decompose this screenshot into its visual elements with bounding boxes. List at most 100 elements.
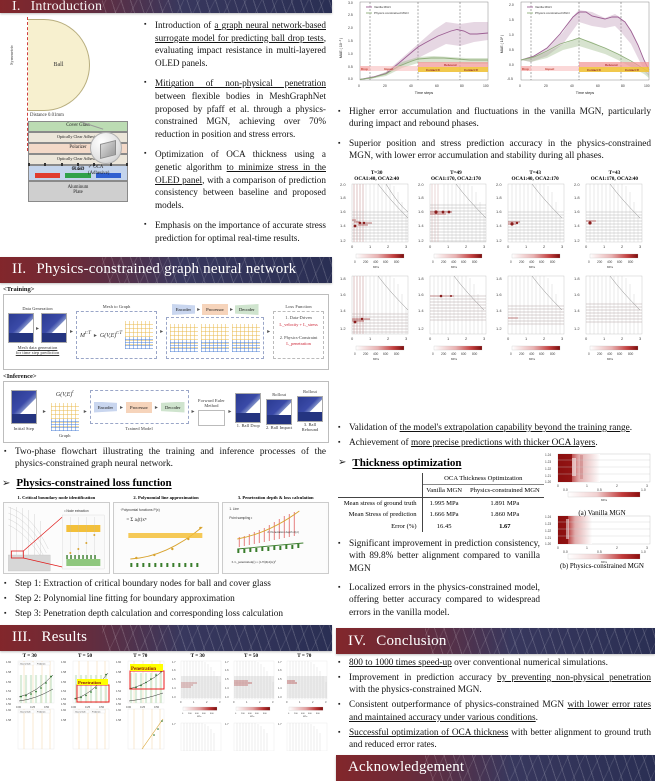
inference-label: <Inference> (3, 372, 37, 380)
svg-text:2.0: 2.0 (496, 182, 502, 187)
svg-text:0: 0 (557, 484, 559, 488)
section-title-acknowledgement: Acknowledgement (348, 759, 465, 775)
section-title-conclusion: Conclusion (376, 632, 447, 649)
extrap-oca-3: OCA1:40, OCA2:170 (511, 175, 559, 182)
penetration-col-title-1: T = 30 (22, 652, 37, 659)
stage-label-ball-impact: 2. Ball Impact (265, 424, 293, 430)
svg-text:1.54: 1.54 (61, 689, 67, 693)
rollout-label-2: Rollout (303, 389, 317, 394)
svg-text:0: 0 (351, 244, 354, 249)
stage-label-ball-drop: 1. Ball Drop (236, 423, 260, 428)
svg-text:1.5: 1.5 (348, 39, 353, 43)
stage-label-encoder: Encoder (171, 304, 196, 315)
svg-text:0: 0 (507, 336, 510, 341)
svg-text:2: 2 (259, 700, 261, 704)
svg-text:0: 0 (432, 260, 434, 264)
loss-panel-2-figure: ·Polynomial functions P(x) = Σ aᵢ(t)xⁿ (112, 502, 220, 575)
svg-text:2: 2 (616, 546, 618, 550)
flow-arrow-icon: ▸ (229, 307, 233, 313)
svg-text:0: 0 (429, 336, 432, 341)
svg-text:0.0: 0.0 (348, 77, 353, 81)
svg-text:• Node extraction: • Node extraction (64, 509, 89, 513)
ball-label: Ball (53, 62, 64, 68)
svg-text:Time steps: Time steps (576, 91, 595, 95)
table-cell-gt-vanilla: 1.995 MPa (429, 499, 459, 507)
svg-text:1.60: 1.60 (116, 708, 122, 712)
svg-text:1. Line: 1. Line (230, 507, 240, 511)
section-banner-introduction: I. Introduction (0, 0, 332, 13)
svg-text:600: 600 (617, 260, 623, 264)
stress-field-charts: T = 30 T = 50 T = 70 (171, 653, 331, 751)
svg-text:MPa: MPa (601, 560, 608, 564)
svg-text:1.0: 1.0 (509, 33, 514, 37)
svg-text:1.4: 1.4 (418, 223, 424, 228)
loss-step-2: Step 2: Polynomial line fitting for boun… (4, 592, 326, 605)
svg-text:1.7: 1.7 (172, 660, 176, 664)
mae-chart-row: Drop Impact Rebound Contact D Contact R 3.… (336, 0, 655, 112)
stage-label-decoder: Decoder (234, 304, 259, 315)
fixed-supports (28, 163, 128, 166)
svg-text:1.54: 1.54 (116, 689, 122, 693)
extrap-title-3: T=43 OCA1:40, OCA2:170 (497, 170, 574, 182)
section-number-pcgnn: II. (12, 261, 27, 277)
table-cell-error-vanilla: 16.45 (436, 522, 452, 530)
svg-text:1.58: 1.58 (61, 718, 67, 722)
svg-text:1.5: 1.5 (509, 18, 514, 22)
stage-label-graph: Graph (59, 433, 71, 438)
svg-text:800: 800 (394, 260, 400, 264)
svg-text:100: 100 (483, 84, 489, 88)
subhead-thickness-label: Thickness optimization (352, 456, 462, 469)
svg-text:1.52: 1.52 (61, 697, 67, 701)
distance-label: Distance 0.01mm (30, 113, 64, 118)
stage-label-loss-function: Loss Function (285, 304, 312, 309)
svg-text:400: 400 (195, 713, 199, 715)
svg-text:2: 2 (465, 336, 468, 341)
svg-text:Ground truth: Ground truth (20, 662, 31, 665)
loss-step-1: Step 1: Extraction of critical boundary … (4, 577, 326, 590)
svg-text:400: 400 (451, 352, 457, 356)
svg-text:2: 2 (543, 336, 546, 341)
svg-text:Prediction: Prediction (37, 662, 45, 665)
svg-text:3: 3 (483, 244, 486, 249)
svg-text:1.58: 1.58 (6, 718, 12, 722)
svg-text:3: 3 (639, 244, 642, 249)
svg-text:60: 60 (596, 84, 600, 88)
svg-text:3.0: 3.0 (348, 1, 353, 5)
svg-text:800: 800 (628, 260, 634, 264)
table-row-label-pred: Mean Stress of prediction (338, 508, 423, 521)
svg-text:600: 600 (617, 352, 623, 356)
svg-text:Contact R: Contact R (625, 68, 640, 72)
graph-symbol: G(V,E)t:T (99, 331, 123, 339)
svg-text:0: 0 (588, 260, 590, 264)
svg-text:1.2: 1.2 (574, 238, 580, 243)
extrap-oca-1: OCA1:40, OCA2:40 (354, 175, 399, 182)
svg-text:800: 800 (394, 352, 400, 356)
svg-text:0: 0 (180, 700, 182, 704)
extrap-t-4: T=43 (608, 169, 621, 176)
intro-bullet-3: Optimization of OCA thickness using a ge… (144, 147, 326, 211)
svg-text:Penetration: Penetration (131, 667, 156, 672)
svg-text:200: 200 (519, 352, 525, 356)
section-title-introduction: Introduction (30, 0, 103, 13)
layer-oca-1: Optically Clear Adhesive (28, 132, 128, 143)
svg-text:40: 40 (409, 84, 413, 88)
svg-text:400: 400 (373, 352, 379, 356)
processor-graph-icon (201, 324, 230, 352)
svg-text:3: 3 (272, 700, 274, 704)
svg-text:400: 400 (529, 352, 535, 356)
svg-text:0.0: 0.0 (563, 550, 568, 554)
inference-graph-icon (50, 403, 79, 431)
svg-text:2.0: 2.0 (509, 3, 514, 7)
conclusion-bullet-3: Consistent outperformance of physics-con… (338, 698, 651, 724)
svg-text:1.2: 1.2 (496, 326, 502, 331)
introduction-content: Symmetric Ball Distance 0.01mm Cover Gla… (0, 13, 332, 255)
svg-text:Contact D: Contact D (426, 68, 440, 72)
table-row: Error (%) 16.45 1.67 (338, 520, 544, 532)
svg-text:MPa: MPa (601, 498, 608, 502)
svg-text:3: 3 (561, 244, 564, 249)
svg-text:1: 1 (299, 700, 301, 704)
table-row: Mean stress of ground truth 1.995 MPa 1.… (338, 497, 544, 509)
arrow-bullet-icon: ➢ (338, 457, 347, 469)
svg-text:= Σ aᵢ(t)xⁿ: = Σ aᵢ(t)xⁿ (126, 518, 146, 523)
svg-text:0.25: 0.25 (30, 705, 36, 709)
